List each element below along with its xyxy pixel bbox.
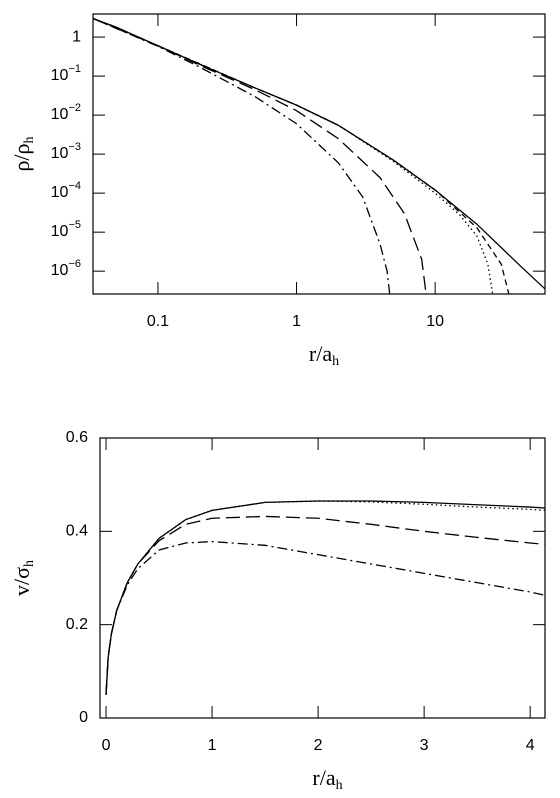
x-tick-label: 1: [208, 737, 217, 754]
tick-exponent: −1: [68, 63, 81, 75]
label-text: v/σ: [9, 567, 34, 596]
series-line: [93, 17, 545, 290]
y-tick-label: 0.4: [66, 523, 88, 540]
label-sub: h: [22, 560, 37, 567]
y-tick-label: 10−5: [51, 219, 81, 240]
y-tick-label: 10−6: [51, 258, 81, 279]
label-text: r/a: [309, 341, 332, 366]
tick-exponent: −6: [68, 258, 81, 270]
tick-base: 10: [51, 184, 69, 201]
y-tick-label: 10−4: [51, 180, 81, 201]
y-tick-label: 1: [72, 28, 81, 45]
label-text: ρ/ρ: [9, 143, 34, 171]
panel: 0 1 2 3 400.20.40.6r/ahv/σh: [9, 429, 546, 793]
series-line: [93, 17, 510, 294]
series-line: [105, 515, 545, 695]
tick-exponent: −2: [68, 102, 81, 114]
x-tick-label: 1: [292, 313, 301, 330]
series-line: [93, 17, 391, 294]
label-sub: h: [22, 136, 37, 143]
y-tick-label: 10−2: [51, 102, 81, 123]
y-tick-label: 0: [79, 709, 88, 726]
y-tick-label: 10−3: [51, 141, 81, 162]
x-tick-label: 0: [102, 737, 111, 754]
y-axis-label: v/σh: [9, 560, 37, 596]
x-tick-label: 0.1: [147, 313, 169, 330]
label-sub: h: [332, 354, 339, 369]
tick-base: 10: [51, 67, 69, 84]
y-tick-label: 10−1: [51, 63, 81, 84]
tick-base: 10: [51, 262, 69, 279]
y-axis-label: ρ/ρh: [9, 136, 37, 171]
series-line: [105, 500, 545, 695]
tick-exponent: −4: [68, 180, 81, 192]
x-axis-label: r/ah: [309, 341, 339, 369]
label-sub: h: [336, 778, 343, 793]
x-tick-label: 3: [420, 737, 429, 754]
y-tick-label: 0.2: [66, 616, 88, 633]
plot-frame: [99, 437, 546, 719]
tick-base: 10: [51, 106, 69, 123]
tick-exponent: −3: [68, 141, 81, 153]
x-tick-label: 2: [314, 737, 323, 754]
series-line: [93, 17, 427, 294]
tick-base: 10: [51, 223, 69, 240]
tick-base: 10: [51, 145, 69, 162]
label-text: r/a: [312, 765, 335, 790]
y-tick-label: 0.6: [66, 429, 88, 446]
series-line: [93, 17, 494, 294]
series-line: [105, 540, 545, 695]
plot-frame: [92, 13, 546, 295]
x-axis-label: r/ah: [312, 765, 342, 793]
x-tick-label: 4: [526, 737, 535, 754]
x-tick-label: 10: [426, 313, 444, 330]
tick-exponent: −5: [68, 219, 81, 231]
